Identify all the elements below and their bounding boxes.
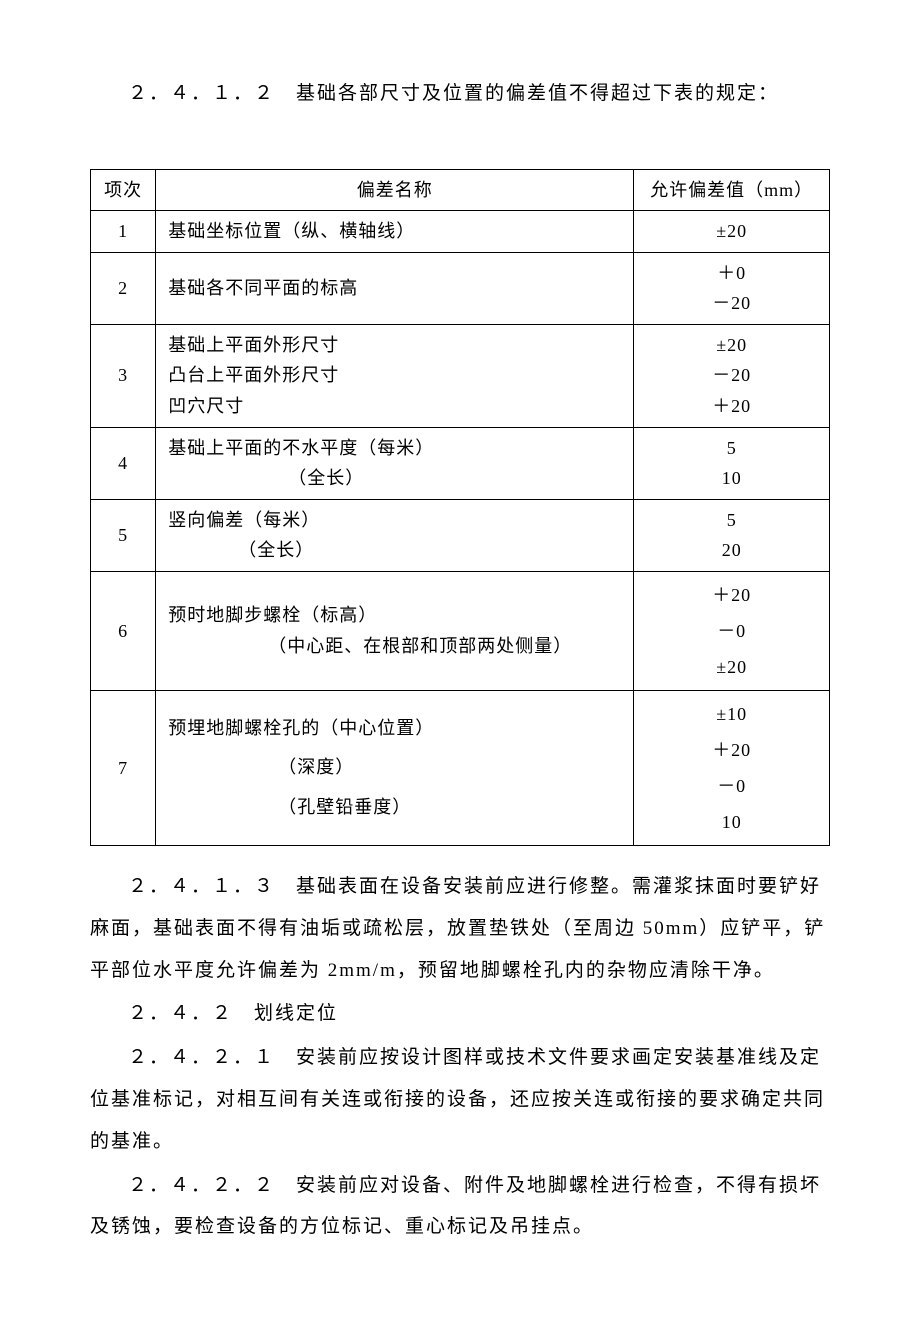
cell-line-sub: （孔壁铅垂度） [168,797,411,817]
cell-line-sub: （全长） [168,540,314,560]
cell-index: 5 [91,499,156,571]
table-row: 6 预时地脚步螺栓（标高） （中心距、在根部和顶部两处侧量） ＋20－0±20 [91,572,830,691]
cell-line: 预时地脚步螺栓（标高） [168,605,377,625]
table-row: 1 基础坐标位置（纵、横轴线） ±20 [91,211,830,253]
cell-value: ±20 [634,211,830,253]
cell-index: 1 [91,211,156,253]
section-heading: ２．４．１．２ 基础各部尺寸及位置的偏差值不得超过下表的规定： [90,80,830,109]
cell-index: 2 [91,252,156,324]
cell-index: 3 [91,324,156,427]
cell-value: ±20－20＋20 [634,324,830,427]
cell-line-sub: （全长） [168,468,364,488]
header-index: 项次 [91,169,156,211]
table-row: 4 基础上平面的不水平度（每米） （全长） 510 [91,427,830,499]
cell-value: 520 [634,499,830,571]
cell-name: 基础坐标位置（纵、横轴线） [156,211,634,253]
paragraph: ２．４．１．３ 基础表面在设备安装前应进行修整。需灌浆抹面时要铲好麻面，基础表面… [90,866,830,991]
cell-name: 基础上平面外形尺寸凸台上平面外形尺寸凹穴尺寸 [156,324,634,427]
table-row: 2 基础各不同平面的标高 ＋0－20 [91,252,830,324]
cell-line: 预埋地脚螺栓孔的（中心位置） [168,718,434,738]
cell-index: 7 [91,691,156,846]
cell-name: 基础上平面的不水平度（每米） （全长） [156,427,634,499]
table-header-row: 项次 偏差名称 允许偏差值（mm） [91,169,830,211]
cell-index: 4 [91,427,156,499]
paragraph: ２．４．２．２ 安装前应对设备、附件及地脚螺栓进行检查，不得有损坏及锈蚀，要检查… [90,1165,830,1249]
cell-value: ＋0－20 [634,252,830,324]
cell-value: ±10＋20－010 [634,691,830,846]
table-row: 3 基础上平面外形尺寸凸台上平面外形尺寸凹穴尺寸 ±20－20＋20 [91,324,830,427]
cell-index: 6 [91,572,156,691]
header-value: 允许偏差值（mm） [634,169,830,211]
cell-name: 竖向偏差（每米） （全长） [156,499,634,571]
header-name: 偏差名称 [156,169,634,211]
tolerance-table: 项次 偏差名称 允许偏差值（mm） 1 基础坐标位置（纵、横轴线） ±20 2 … [90,169,830,847]
table-row: 7 预埋地脚螺栓孔的（中心位置） （深度） （孔壁铅垂度） ±10＋20－010 [91,691,830,846]
paragraph: ２．４．２ 划线定位 [90,993,830,1035]
cell-name: 预埋地脚螺栓孔的（中心位置） （深度） （孔壁铅垂度） [156,691,634,846]
paragraph: ２．４．２．１ 安装前应按设计图样或技术文件要求画定安装基准线及定位基准标记，对… [90,1037,830,1162]
cell-name: 预时地脚步螺栓（标高） （中心距、在根部和顶部两处侧量） [156,572,634,691]
cell-value: 510 [634,427,830,499]
cell-line-sub: （中心距、在根部和顶部两处侧量） [168,636,572,656]
cell-line: 竖向偏差（每米） [168,510,320,530]
cell-line: 基础上平面的不水平度（每米） [168,438,434,458]
cell-name: 基础各不同平面的标高 [156,252,634,324]
cell-line-sub: （深度） [168,757,354,777]
table-row: 5 竖向偏差（每米） （全长） 520 [91,499,830,571]
cell-value: ＋20－0±20 [634,572,830,691]
